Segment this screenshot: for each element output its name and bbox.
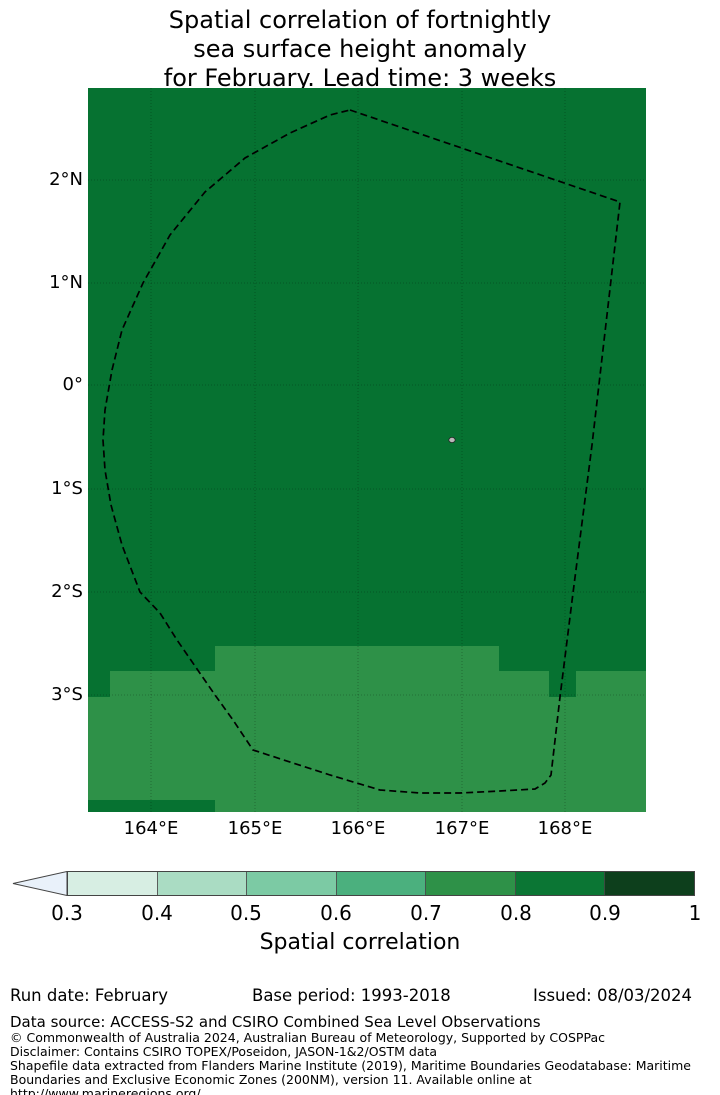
colorbar-tick-label: 1 [688,901,702,925]
base-period-text: Base period: 1993-2018 [252,986,451,1005]
data-source-text: Data source: ACCESS-S2 and CSIRO Combine… [10,1013,541,1031]
colorbar-tick-label: 0.6 [320,901,352,925]
colorbar-segment [605,872,695,895]
correlation-patch [215,646,499,671]
title-line-1: Spatial correlation of fortnightly [168,6,552,34]
colorbar-tick-label: 0.5 [230,901,262,925]
copyright-text: © Commonwealth of Australia 2024, Austra… [10,1030,605,1045]
correlation-patch [110,671,549,697]
colorbar-segment [515,872,606,895]
island-marker [448,436,456,443]
y-tick-label: 3°S [51,684,83,705]
correlation-patch [88,697,646,800]
x-tick-label: 166°E [330,818,386,839]
colorbar-under-arrow [12,871,67,896]
y-tick-label: 1°S [51,478,83,499]
y-tick-label: 2°N [49,169,83,190]
figure-title: Spatial correlation of fortnightly sea s… [0,6,720,93]
colorbar-tick-label: 0.8 [500,901,532,925]
colorbar-segment [247,872,337,895]
colorbar-tick-label: 0.9 [589,901,621,925]
correlation-patch [215,800,646,812]
colorbar-title: Spatial correlation [259,930,461,955]
disclaimer-text: Disclaimer: Contains CSIRO TOPEX/Poseido… [10,1044,438,1059]
graticule-gridlines [88,88,646,812]
run-date-text: Run date: February [10,986,169,1005]
x-tick-label: 168°E [537,818,593,839]
colorbar-segment [157,872,248,895]
map-plot-area [88,88,646,812]
colorbar-segment [336,872,427,895]
x-tick-label: 167°E [434,818,490,839]
colorbar-segment [68,872,158,895]
shapefile-credit-text-line1: Shapefile data extracted from Flanders M… [10,1058,691,1073]
y-tick-label: 2°S [51,581,83,602]
y-tick-label: 0° [62,374,83,395]
colorbar-tick-label: 0.3 [51,901,83,925]
eez-boundary-dashed-line [102,109,621,794]
map-overlay [88,88,646,812]
shapefile-credit-text-line2: Boundaries and Exclusive Economic Zones … [10,1072,532,1095]
title-line-3: for February. Lead time: 3 weeks [163,64,557,92]
x-tick-label: 165°E [227,818,283,839]
fine-print: © Commonwealth of Australia 2024, Austra… [10,1031,716,1095]
colorbar-tick-label: 0.4 [141,901,173,925]
colorbar-segment [426,872,516,895]
issued-date-text: Issued: 08/03/2024 [533,986,693,1005]
correlation-patch [576,671,646,697]
y-tick-label: 1°N [49,272,83,293]
x-tick-label: 164°E [123,818,179,839]
colorbar [67,871,695,896]
title-line-2: sea surface height anomaly [193,35,527,63]
colorbar-tick-label: 0.7 [410,901,442,925]
